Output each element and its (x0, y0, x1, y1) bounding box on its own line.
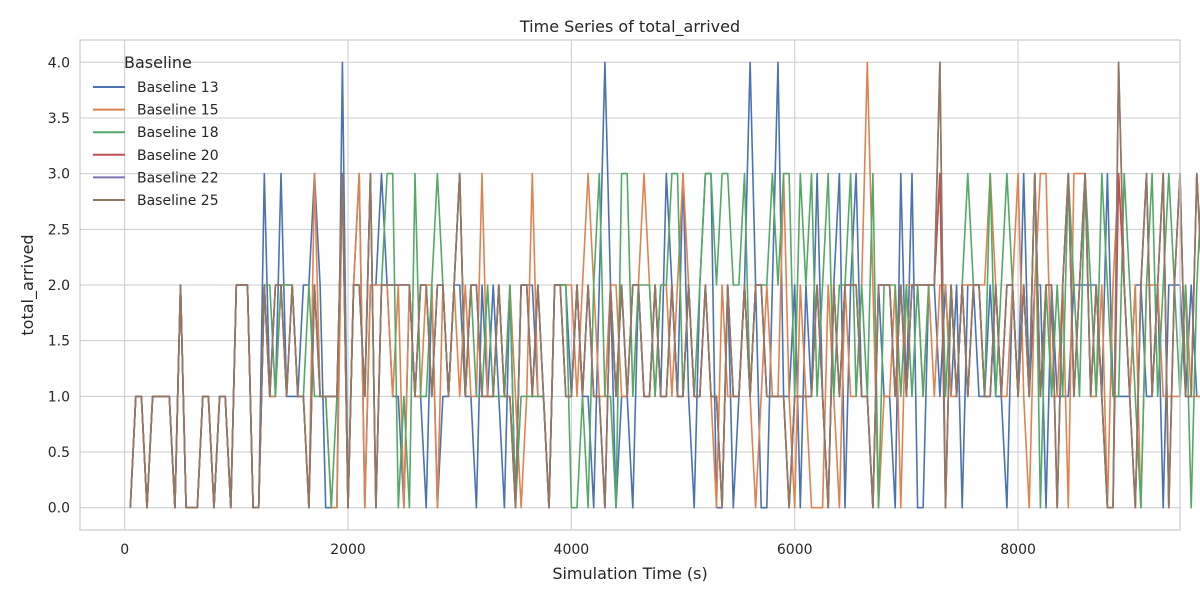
x-tick-label: 0 (120, 542, 129, 558)
x-axis-label: Simulation Time (s) (552, 564, 707, 583)
legend-label: Baseline 20 (137, 148, 219, 164)
legend-label: Baseline 15 (137, 103, 219, 119)
legend-label: Baseline 22 (137, 170, 219, 186)
series-line-baseline-25 (129, 61, 1200, 509)
legend: Baseline Baseline 13 Baseline 15 Baseline … (93, 53, 219, 209)
series-lines (129, 61, 1200, 509)
legend-label: Baseline 13 (137, 80, 219, 96)
y-tick-label: 1.0 (48, 389, 70, 405)
y-axis-ticks: 0.0 0.5 1.0 1.5 2.0 2.5 3.0 3.5 4.0 (48, 55, 70, 516)
y-tick-label: 2.5 (48, 222, 70, 238)
chart-title: Time Series of total_arrived (519, 17, 740, 37)
x-tick-label: 8000 (1000, 542, 1036, 558)
y-axis-label: total_arrived (18, 234, 38, 335)
y-tick-label: 2.0 (48, 278, 70, 294)
plot-frame (79, 39, 1181, 531)
legend-label: Baseline 18 (137, 125, 219, 141)
legend-label: Baseline 25 (137, 193, 219, 209)
y-tick-label: 0.0 (48, 501, 70, 517)
y-tick-label: 0.5 (48, 445, 70, 461)
y-tick-label: 4.0 (48, 55, 70, 71)
x-tick-label: 2000 (330, 542, 366, 558)
y-tick-label: 1.5 (48, 334, 70, 350)
x-axis-ticks: 0 2000 4000 6000 8000 (120, 542, 1036, 558)
series-line-baseline-18 (129, 172, 1200, 509)
legend-title: Baseline (124, 53, 192, 72)
x-tick-label: 6000 (777, 542, 813, 558)
y-tick-label: 3.0 (48, 167, 70, 183)
x-tick-label: 4000 (554, 542, 590, 558)
y-tick-label: 3.5 (48, 111, 70, 127)
